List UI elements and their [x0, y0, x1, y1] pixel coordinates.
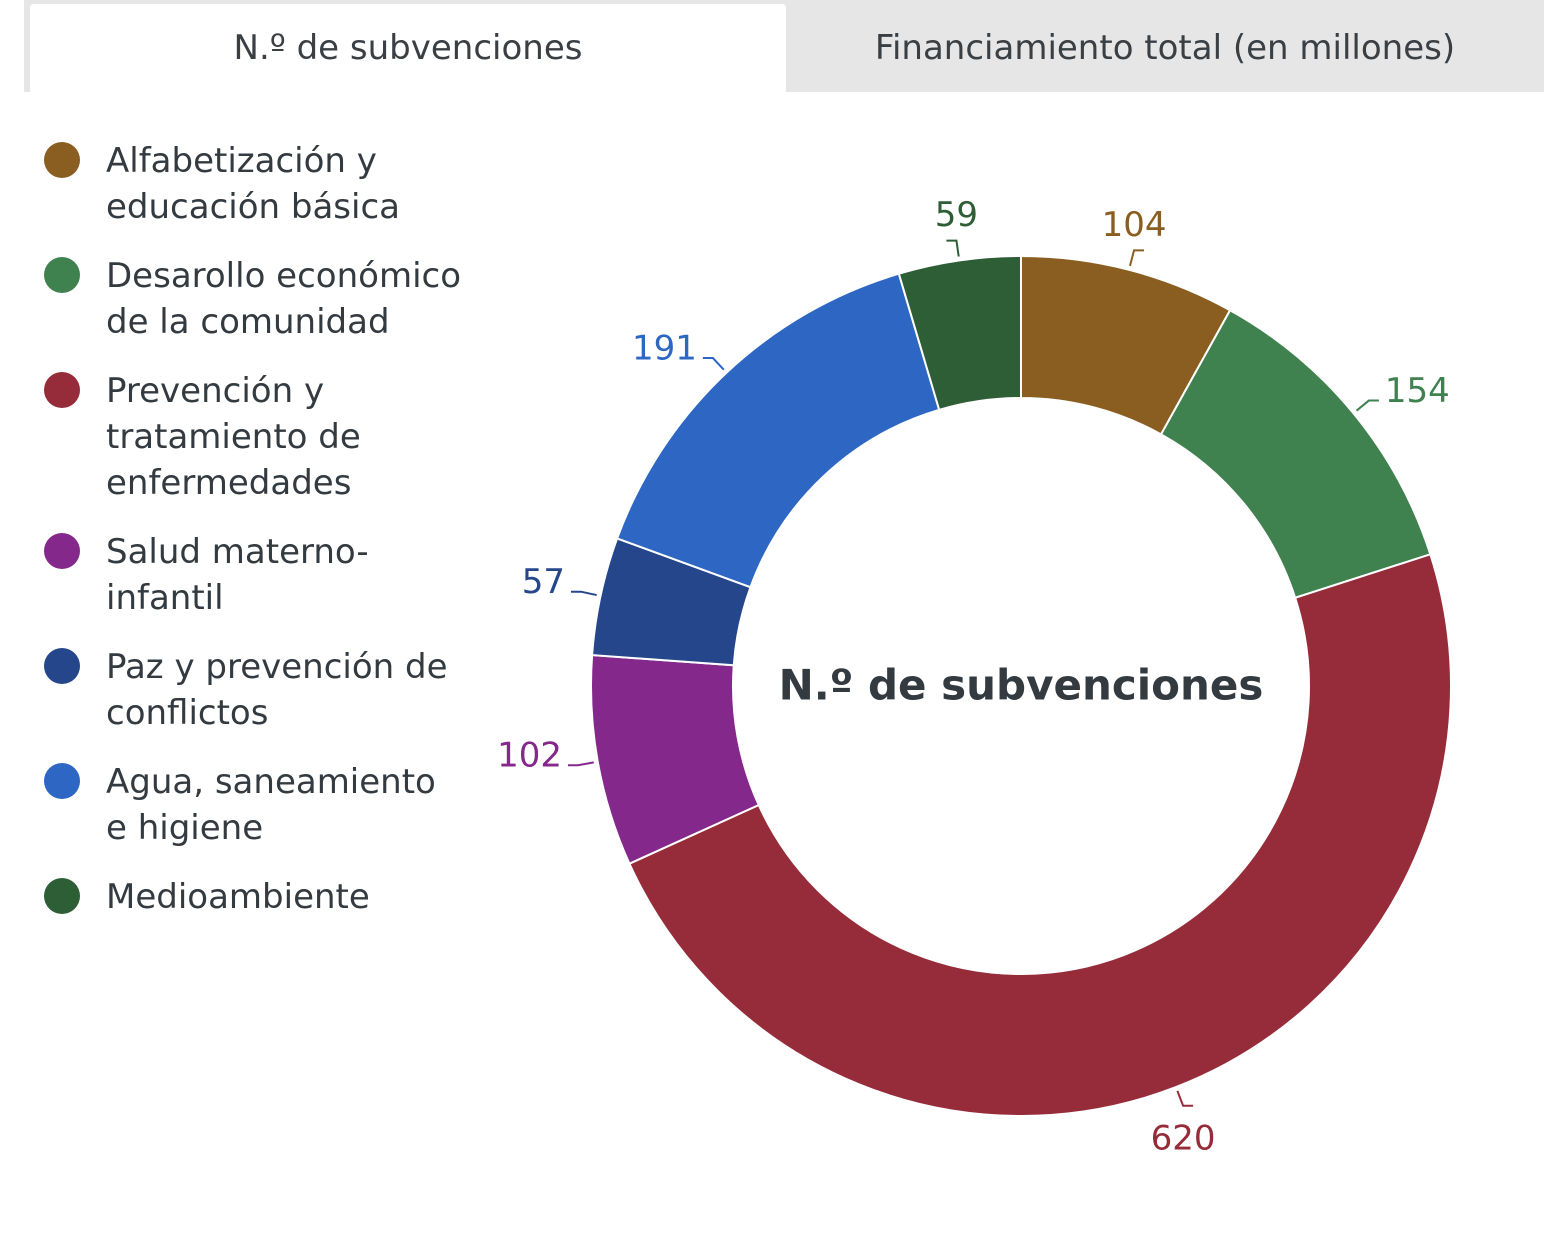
legend-label: Desarollo económico de la comunidad: [106, 256, 462, 342]
donut-slice[interactable]: [628, 553, 1452, 1117]
label-connector: [1129, 249, 1145, 267]
legend-swatch-icon: [44, 763, 80, 799]
legend-swatch-icon: [44, 648, 80, 684]
legend-item-water-sanitation[interactable]: Agua, saneamiento e higiene: [44, 759, 464, 851]
legend-item-maternal-health[interactable]: Salud materno-infantil: [44, 529, 464, 621]
data-label: 620: [1151, 1118, 1216, 1158]
legend-item-peace[interactable]: Paz y prevención de conflictos: [44, 644, 464, 736]
legend-label: Agua, saneamiento e higiene: [106, 762, 436, 848]
donut-slice[interactable]: [897, 254, 1022, 412]
data-label: 59: [935, 195, 978, 235]
data-label: 191: [632, 329, 697, 369]
legend-swatch-icon: [44, 878, 80, 914]
data-labels: 104 154 620 102 57 191 59: [497, 195, 1450, 1158]
label-connector: [1176, 1090, 1194, 1107]
legend-label: Salud materno-infantil: [106, 532, 369, 618]
legend-label: Alfabetización y educación básica: [106, 141, 400, 227]
label-connector: [1355, 399, 1379, 412]
label-connector: [568, 761, 594, 767]
data-label: 102: [497, 736, 562, 776]
legend-label: Prevención y tratamiento de enfermedades: [106, 371, 361, 503]
legend-item-environment[interactable]: Medioambiente: [44, 874, 464, 920]
tab-bar: N.º de subvenciones Financiamiento total…: [24, 0, 1544, 92]
donut-slice[interactable]: [615, 272, 941, 589]
data-label: 154: [1385, 371, 1450, 411]
center-label: N.º de subvenciones: [779, 661, 1264, 710]
label-connector: [702, 357, 725, 371]
tab-total-funding[interactable]: Financiamiento total (en millones): [874, 28, 1456, 68]
legend-swatch-icon: [44, 257, 80, 293]
data-label: 57: [522, 562, 565, 602]
tab-number-of-grants[interactable]: N.º de subvenciones: [30, 4, 786, 92]
legend-label: Paz y prevención de conflictos: [106, 647, 448, 733]
legend-swatch-icon: [44, 142, 80, 178]
legend-item-economic-development[interactable]: Desarollo económico de la comunidad: [44, 253, 464, 345]
legend-item-literacy[interactable]: Alfabetización y educación básica: [44, 138, 464, 230]
donut-slices: [590, 254, 1452, 1117]
legend-swatch-icon: [44, 372, 80, 408]
label-connector: [570, 590, 597, 597]
chart-legend: Alfabetización y educación básica Desaro…: [44, 138, 464, 943]
label-connector: [946, 239, 960, 257]
legend-item-disease-prevention[interactable]: Prevención y tratamiento de enfermedades: [44, 368, 464, 506]
legend-label: Medioambiente: [106, 877, 370, 917]
data-label: 104: [1102, 205, 1167, 245]
legend-swatch-icon: [44, 533, 80, 569]
